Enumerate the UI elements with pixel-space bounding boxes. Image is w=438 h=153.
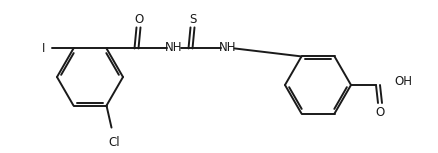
Text: S: S — [189, 13, 196, 26]
Text: O: O — [134, 13, 143, 26]
Text: O: O — [375, 106, 385, 119]
Text: Cl: Cl — [109, 136, 120, 149]
Text: NH: NH — [165, 41, 182, 54]
Text: NH: NH — [219, 41, 236, 54]
Text: I: I — [42, 42, 46, 55]
Text: OH: OH — [394, 75, 412, 88]
